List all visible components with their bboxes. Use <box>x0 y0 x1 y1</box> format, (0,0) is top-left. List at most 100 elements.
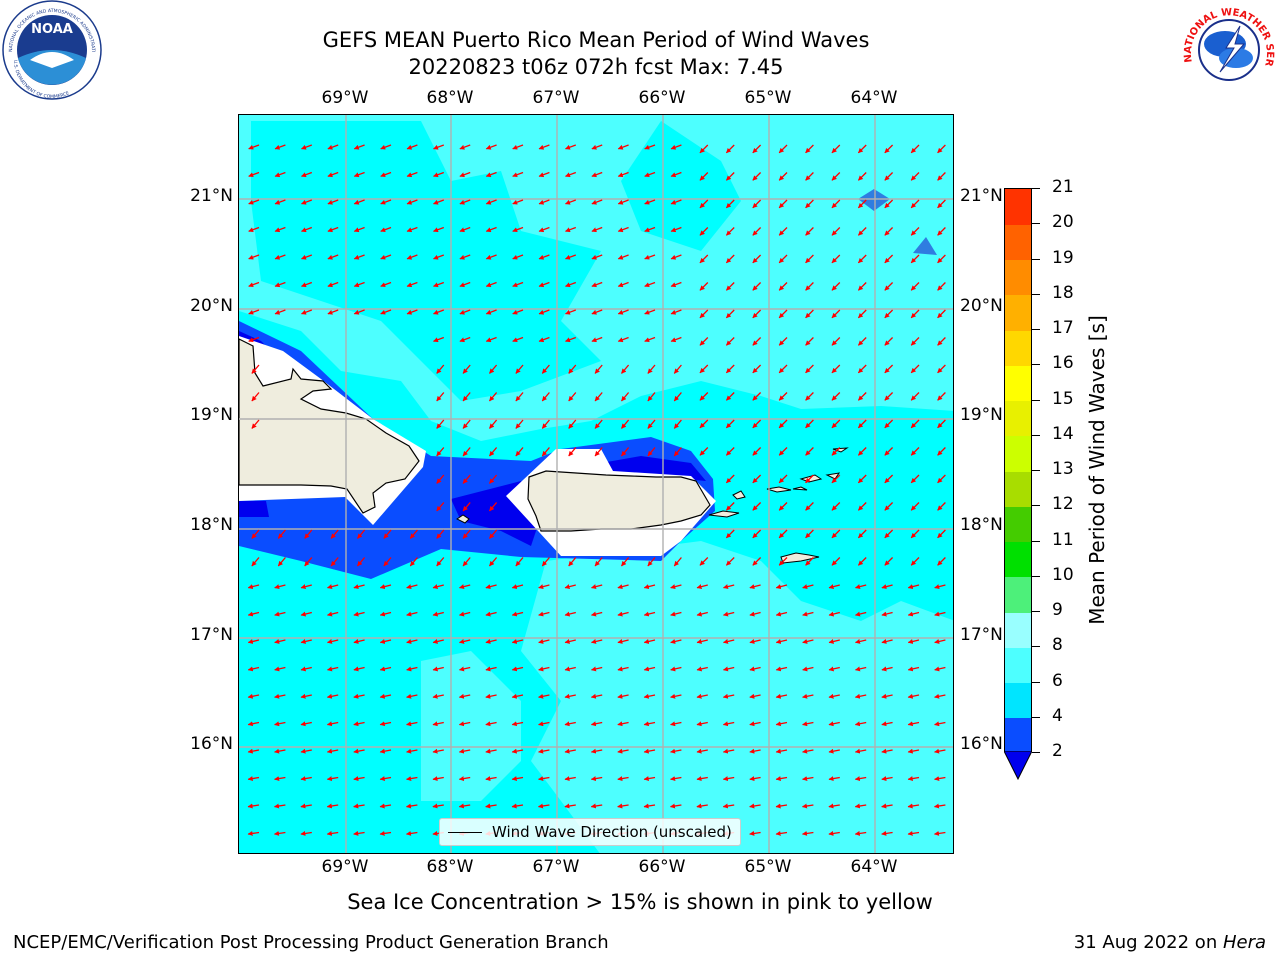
contour-under2-c <box>601 456 706 481</box>
wave-direction-arrow <box>670 776 682 782</box>
wave-direction-arrow <box>907 776 920 782</box>
wave-direction-arrow <box>722 721 735 727</box>
wave-direction-arrow <box>406 776 418 782</box>
wave-direction-arrow <box>857 172 867 181</box>
wave-direction-arrow <box>433 199 445 205</box>
wave-direction-arrow <box>489 557 498 567</box>
wave-direction-arrow <box>621 447 630 457</box>
colorbar-tick-label: 10 <box>1052 564 1074 585</box>
wave-direction-arrow <box>406 721 418 727</box>
colorbar-segment <box>1005 612 1031 648</box>
nws-logo-icon: NATIONAL WEATHER SERVICE <box>1178 0 1277 98</box>
wave-direction-arrow <box>881 748 893 754</box>
wave-direction-arrow <box>670 611 682 617</box>
wave-direction-arrow <box>775 666 788 672</box>
wave-direction-arrow <box>485 776 497 782</box>
wave-direction-arrow <box>778 447 788 456</box>
wave-direction-arrow <box>406 309 418 315</box>
graticule <box>239 115 953 853</box>
wave-direction-arrow <box>409 529 418 539</box>
wave-direction-arrow <box>326 693 339 699</box>
wave-direction-arrow <box>617 748 629 754</box>
wave-direction-arrow <box>831 309 841 319</box>
wave-direction-arrow <box>538 199 550 205</box>
wave-direction-arrow <box>828 748 840 754</box>
wave-direction-arrow <box>775 584 788 590</box>
wave-direction-arrow <box>805 199 814 209</box>
wave-direction-arrow <box>805 172 814 181</box>
wave-direction-arrow <box>274 171 286 178</box>
wave-direction-arrow <box>565 336 577 343</box>
wave-direction-arrow <box>934 693 946 699</box>
wave-direction-arrow <box>881 830 893 836</box>
wave-direction-arrow <box>670 336 682 343</box>
wave-direction-arrow <box>775 803 788 809</box>
wave-direction-arrow <box>670 584 682 590</box>
wave-direction-arrow <box>327 611 339 617</box>
wave-direction-arrow <box>907 721 920 727</box>
wave-direction-arrow <box>406 611 418 617</box>
wave-direction-arrow <box>934 748 946 754</box>
wave-direction-arrow <box>725 227 735 236</box>
colorbar-segment <box>1005 717 1031 754</box>
colorbar-segment <box>1005 365 1031 401</box>
wave-direction-arrow <box>775 748 788 754</box>
wave-direction-arrow <box>805 337 814 346</box>
wave-direction-arrow <box>433 336 445 343</box>
wave-direction-arrow <box>274 776 286 782</box>
wave-direction-arrow <box>538 611 550 617</box>
wave-direction-arrow <box>379 748 392 754</box>
wave-direction-arrow <box>248 226 260 233</box>
wave-direction-arrow <box>854 803 867 809</box>
wave-direction-arrow <box>854 693 867 699</box>
wave-direction-arrow <box>432 748 444 754</box>
wave-direction-arrow <box>247 693 260 699</box>
wave-direction-arrow <box>248 171 260 178</box>
tortola <box>799 474 823 483</box>
wave-direction-arrow <box>432 693 444 699</box>
wave-direction-arrow <box>458 776 471 782</box>
wave-direction-arrow <box>248 336 260 343</box>
wave-direction-arrow <box>910 392 920 401</box>
wave-direction-arrow <box>432 611 444 617</box>
colorbar-under-triangle <box>1004 751 1032 781</box>
wave-direction-arrow <box>699 282 709 291</box>
wave-direction-arrow <box>459 336 471 343</box>
wave-direction-arrow <box>937 392 946 401</box>
legend-label: Wind Wave Direction (unscaled) <box>492 823 732 841</box>
wave-direction-arrow <box>406 199 418 205</box>
wave-direction-arrow <box>749 830 761 836</box>
wave-direction-arrow <box>749 611 761 617</box>
wave-direction-arrow <box>436 474 445 484</box>
wave-direction-arrow <box>644 226 656 233</box>
wave-direction-arrow <box>752 282 762 291</box>
lon-label-bottom: 69°W <box>321 857 369 877</box>
wave-direction-arrow <box>379 666 392 672</box>
wave-direction-arrow <box>459 639 471 644</box>
wave-direction-arrow <box>248 281 260 288</box>
wave-direction-arrow <box>274 281 286 288</box>
wave-direction-arrow <box>247 776 260 782</box>
wave-direction-arrow <box>617 639 629 644</box>
wave-direction-arrow <box>568 392 577 402</box>
contour-2-4-ne-spot <box>858 189 890 211</box>
wave-direction-arrow <box>805 419 814 429</box>
wave-direction-arrow <box>907 803 920 809</box>
wave-direction-arrow <box>884 254 894 264</box>
footer-date: 31 Aug 2022 on Hera <box>1074 932 1266 953</box>
wave-direction-arrow <box>884 557 894 566</box>
wave-direction-arrow <box>778 172 788 181</box>
wave-direction-arrow <box>458 748 471 754</box>
lat-label-left: 20°N <box>190 296 233 316</box>
wave-direction-arrow <box>485 611 497 617</box>
wave-direction-arrow <box>326 803 339 809</box>
wave-direction-arrow <box>802 693 814 699</box>
wave-direction-arrow <box>884 502 894 511</box>
wave-direction-arrow <box>725 474 735 484</box>
wave-direction-arrow <box>511 666 524 672</box>
wave-direction-arrow <box>617 199 629 205</box>
wave-direction-arrow <box>565 144 577 150</box>
wave-direction-arrow <box>831 337 841 346</box>
wave-direction-arrow <box>778 502 788 511</box>
wave-direction-arrow <box>775 611 788 617</box>
